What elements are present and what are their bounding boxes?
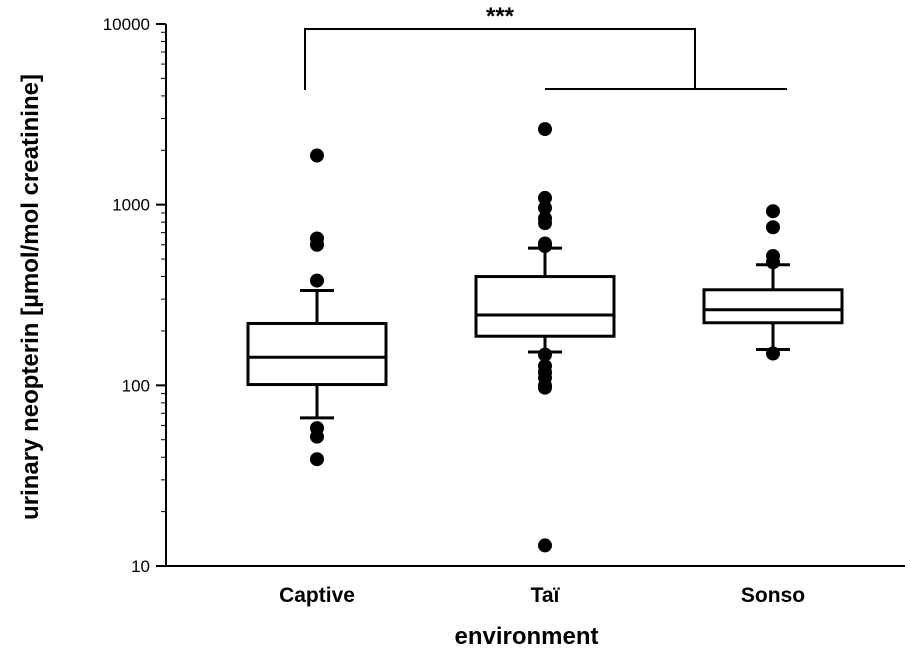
outlier-point — [538, 200, 552, 215]
outlier-point — [538, 190, 552, 205]
significance-bracket-group: *** — [304, 3, 787, 90]
axes-group — [165, 24, 905, 567]
outlier-point — [310, 429, 324, 444]
y-ticks-group: 10 100 1000 10000 — [103, 15, 166, 576]
outlier-point — [310, 237, 324, 252]
boxes-group — [246, 122, 844, 553]
box-2 — [702, 204, 844, 361]
box-1 — [474, 122, 616, 553]
iqr-box — [702, 288, 844, 325]
x-tick-label: Sonso — [741, 584, 805, 607]
outlier-point — [538, 239, 552, 254]
outlier-point — [538, 347, 552, 362]
iqr-box — [246, 321, 388, 387]
box-0 — [246, 148, 388, 467]
outlier-point — [766, 346, 780, 361]
outlier-point — [538, 380, 552, 395]
iqr-box — [474, 275, 616, 338]
y-tick-label: 10000 — [103, 15, 150, 34]
x-tick-label: Captive — [279, 584, 355, 607]
outlier-point — [310, 452, 324, 467]
outlier-point — [538, 538, 552, 553]
y-tick-label: 100 — [122, 376, 150, 395]
x-axis-title: environment — [454, 623, 598, 650]
outlier-point — [766, 255, 780, 270]
significance-label: *** — [486, 3, 515, 30]
outlier-point — [310, 273, 324, 288]
outlier-point — [766, 204, 780, 219]
y-axis-title: urinary neopterin [µmol/mol creatinine] — [17, 74, 44, 520]
outlier-point — [310, 148, 324, 163]
outlier-point — [538, 122, 552, 137]
outlier-point — [766, 220, 780, 235]
x-tick-label: Taï — [531, 584, 561, 607]
y-tick-label: 10 — [131, 557, 150, 576]
outlier-point — [538, 216, 552, 231]
y-tick-label: 1000 — [112, 196, 150, 215]
significance-bracket — [304, 28, 696, 90]
x-tick-labels-group: Captive Taï Sonso — [279, 584, 805, 607]
